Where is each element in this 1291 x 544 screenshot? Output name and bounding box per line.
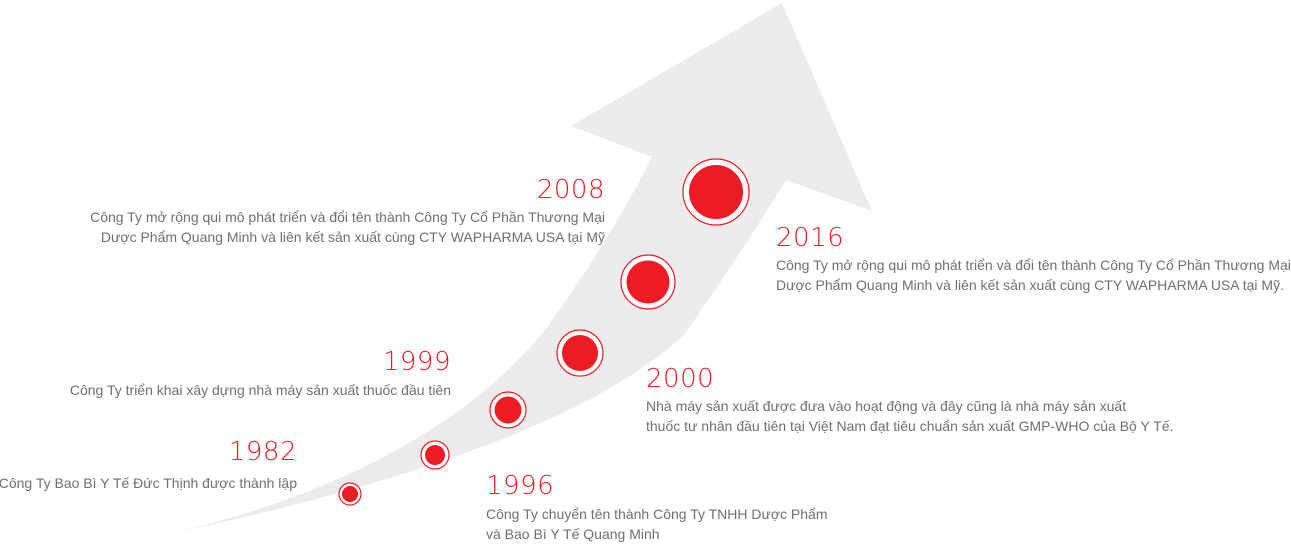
- milestone-description-line: Nhà máy sản xuất được đưa vào hoạt động …: [646, 398, 1127, 414]
- milestone-dot-2016: [682, 158, 750, 226]
- milestone-1996: 1996 Công Ty chuyển tên thành Công Ty TN…: [486, 471, 828, 544]
- milestone-description-line: Dược Phẩm Quang Minh và liên kết sản xuấ…: [100, 229, 605, 245]
- milestone-year: 2008: [536, 175, 605, 205]
- milestone-2008: 2008 Công Ty mở rộng qui mô phát triển v…: [90, 175, 605, 247]
- milestone-year: 2016: [776, 223, 845, 253]
- milestone-year: 1982: [228, 437, 297, 467]
- milestone-2016: 2016 Công Ty mở rộng qui mô phát triển v…: [776, 223, 1291, 295]
- milestone-1999: 1999 Công Ty triển khai xây dựng nhà máy…: [70, 347, 451, 400]
- milestone-1982: 1982 Công Ty Bao Bì Y Tế Đức Thịnh được …: [0, 437, 297, 493]
- milestone-dot-1996: [420, 440, 450, 470]
- milestone-year: 1996: [486, 471, 555, 501]
- milestone-description-line: Dược Phẩm Quang Minh và liên kết sản xuấ…: [776, 277, 1284, 293]
- milestone-description-line: Công Ty Bao Bì Y Tế Đức Thịnh được thành…: [0, 475, 297, 491]
- growth-arrow-shape: [178, 3, 872, 532]
- milestone-description: Công Ty mở rộng qui mô phát triển và đổi…: [90, 207, 605, 247]
- milestone-dot-1982: [338, 482, 362, 506]
- milestone-description: Công Ty mở rộng qui mô phát triển và đổi…: [776, 255, 1291, 295]
- milestone-description: Nhà máy sản xuất được đưa vào hoạt động …: [646, 396, 1173, 436]
- milestone-description-line: Công Ty mở rộng qui mô phát triển và đổi…: [776, 257, 1291, 273]
- milestone-dot-2000: [556, 329, 604, 377]
- milestone-description: Công Ty chuyển tên thành Công Ty TNHH Dư…: [486, 504, 828, 544]
- milestone-dot-2008: [620, 254, 676, 310]
- milestone-description-line: Công Ty triển khai xây dựng nhà máy sản …: [69, 382, 451, 398]
- milestone-description-line: Công Ty chuyển tên thành Công Ty TNHH Dư…: [486, 506, 828, 522]
- milestone-year: 2000: [646, 364, 715, 394]
- milestone-dot-1999: [489, 391, 527, 429]
- milestone-2000: 2000 Nhà máy sản xuất được đưa vào hoạt …: [646, 364, 1173, 436]
- milestone-description: Công Ty triển khai xây dựng nhà máy sản …: [70, 380, 451, 400]
- milestone-description-line: thuốc tư nhân đầu tiên tại Việt Nam đạt …: [646, 418, 1174, 434]
- milestone-year: 1999: [382, 347, 451, 377]
- milestone-description: Công Ty Bao Bì Y Tế Đức Thịnh được thành…: [0, 473, 297, 493]
- milestone-description-line: Công Ty mở rộng qui mô phát triển và đổi…: [90, 209, 605, 225]
- milestone-description-line: và Bao Bì Y Tế Quang Minh: [486, 526, 660, 542]
- milestone-dots: [338, 158, 750, 506]
